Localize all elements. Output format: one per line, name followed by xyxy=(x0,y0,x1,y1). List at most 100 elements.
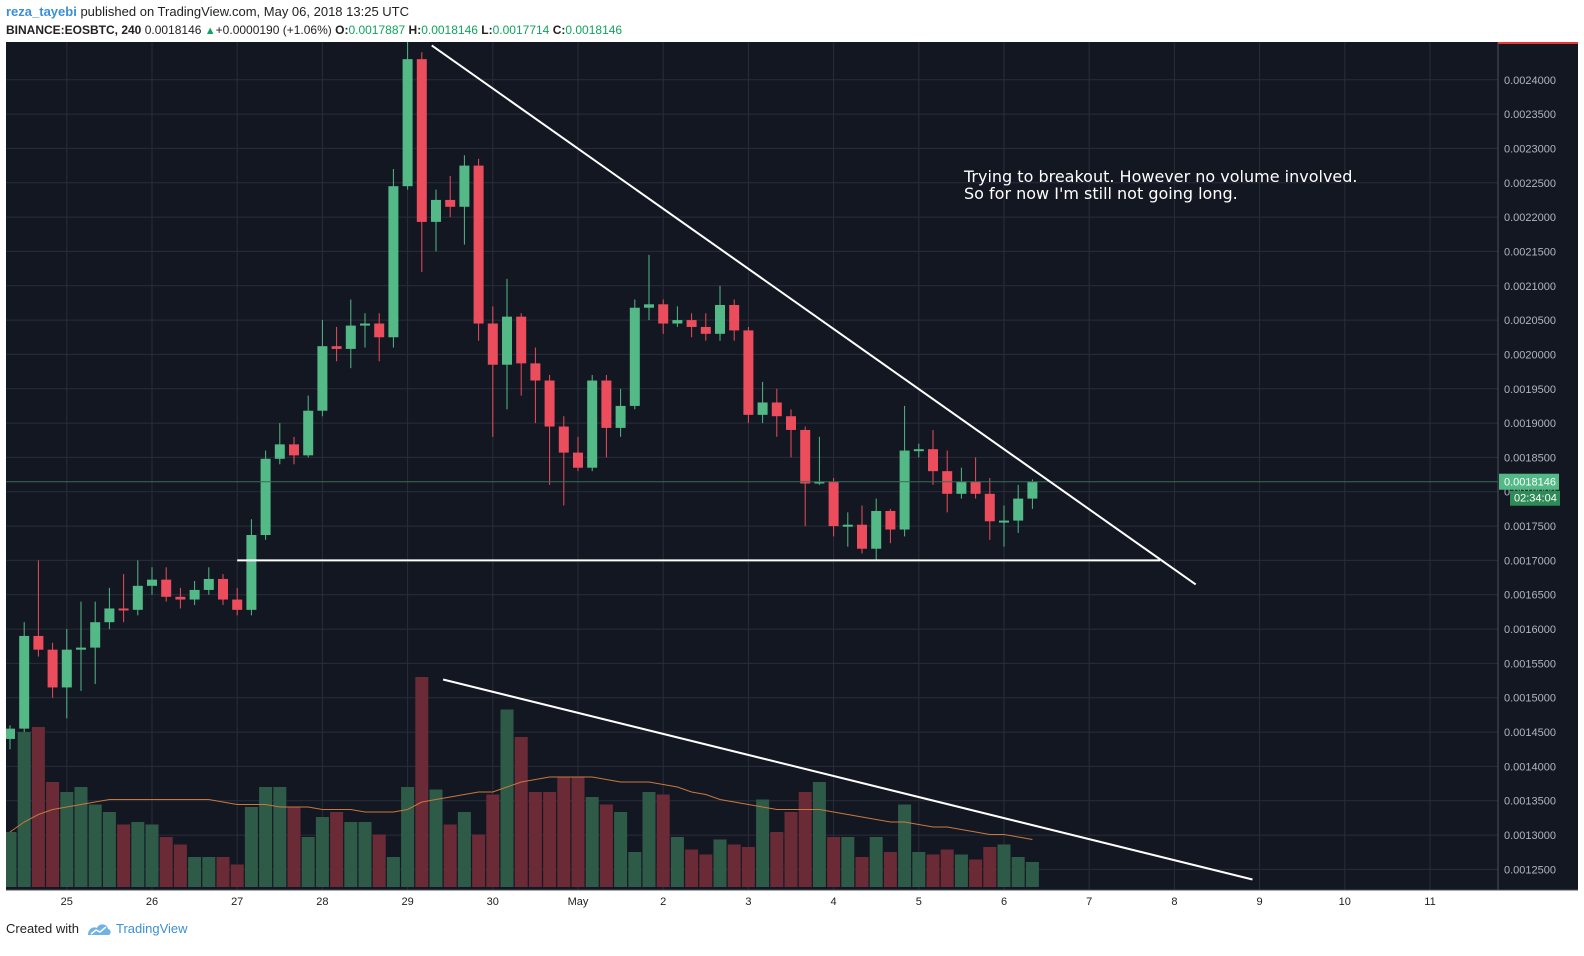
candle-down xyxy=(374,323,385,338)
candle-down xyxy=(928,449,938,472)
volume-bar xyxy=(17,732,31,887)
candle-up xyxy=(899,450,910,530)
candle-down xyxy=(573,452,583,468)
volume-bar xyxy=(244,807,258,887)
y-tick-label: 0.0016500 xyxy=(1504,590,1556,602)
countdown-tag xyxy=(1510,490,1560,506)
publish-line: reza_tayebi published on TradingView.com… xyxy=(6,4,409,19)
last-price-tag xyxy=(1499,473,1559,490)
x-tick-label: 2 xyxy=(660,896,666,908)
y-tick-label: 0.0020500 xyxy=(1504,315,1556,327)
volume-bar xyxy=(883,852,897,887)
volume-bar xyxy=(1025,862,1039,887)
open-value: 0.0017887 xyxy=(348,23,406,37)
candle-up xyxy=(19,635,30,729)
axes: 0.0012500 0.0013000 0.0013500 0.0014000 0.00… xyxy=(6,42,1578,912)
y-tick-label: 0.0021000 xyxy=(1504,281,1556,293)
tradingview-link[interactable]: TradingView xyxy=(116,921,188,936)
candle-down xyxy=(487,323,498,365)
candle-down xyxy=(558,426,569,453)
volume-bar xyxy=(741,847,755,887)
x-tick-label: 8 xyxy=(1171,896,1177,908)
volume-bar xyxy=(230,864,244,887)
volume-bar xyxy=(997,844,1011,887)
candle-up xyxy=(459,165,470,207)
annotation-line-1[interactable]: Trying to breakout. However no volume in… xyxy=(963,167,1358,186)
candle-up xyxy=(1027,481,1038,499)
x-tick-label: 9 xyxy=(1257,896,1263,908)
author-link[interactable]: reza_tayebi xyxy=(6,4,77,19)
x-tick-label: 6 xyxy=(1001,896,1007,908)
candle-down xyxy=(47,649,58,688)
volume-bar xyxy=(145,824,159,887)
tradingview-logo-icon xyxy=(86,920,112,941)
close-value: 0.0018146 xyxy=(565,23,623,37)
high-value: 0.0018146 xyxy=(421,23,478,37)
y-tick-label: 0.0020000 xyxy=(1504,349,1556,361)
volume-bar xyxy=(117,824,131,887)
annotation-line-2[interactable]: So for now I'm still not going long. xyxy=(964,184,1238,203)
volume-bar xyxy=(31,727,45,887)
up-arrow-icon: ▲ xyxy=(204,25,216,37)
volume-bar xyxy=(88,804,102,887)
volume-bar xyxy=(429,789,443,887)
candles xyxy=(6,42,1038,750)
candle-down xyxy=(516,316,527,364)
candle-down xyxy=(530,363,541,381)
low-label: L: xyxy=(481,23,493,37)
volume-bar xyxy=(344,822,358,887)
candle-down xyxy=(700,326,711,334)
low-value: 0.0017714 xyxy=(492,23,550,37)
open-label: O: xyxy=(335,23,349,37)
volume-bar xyxy=(131,822,145,887)
candle-down xyxy=(771,402,782,417)
chart-area[interactable]: 0.0012500 0.0013000 0.0013500 0.0014000 0.00… xyxy=(6,42,1578,912)
candle-down xyxy=(970,481,981,494)
candle-down xyxy=(473,165,484,324)
candle-up xyxy=(715,304,725,334)
y-tick-label: 0.0023500 xyxy=(1504,109,1556,121)
volume-bar xyxy=(330,812,344,887)
volume-bar xyxy=(756,799,770,887)
candle-down xyxy=(232,599,243,610)
candle-up xyxy=(615,405,626,428)
candle-up xyxy=(644,304,654,308)
candle-up xyxy=(871,510,882,549)
price-chart[interactable]: 0.0012500 0.0013000 0.0013500 0.0014000 0.00… xyxy=(6,42,1578,912)
y-tick-label: 0.0022000 xyxy=(1504,212,1556,224)
volume-bars xyxy=(6,677,1039,887)
volume-bar xyxy=(301,837,315,887)
candle-down xyxy=(828,481,839,527)
volume-trendline xyxy=(442,678,1253,881)
volume-bar xyxy=(798,792,812,887)
chart-header: reza_tayebi published on TradingView.com… xyxy=(6,2,1576,42)
candle-up xyxy=(360,323,370,326)
drawings[interactable] xyxy=(6,44,1498,881)
y-tick-label: 0.0022500 xyxy=(1504,178,1556,190)
candle-down xyxy=(743,330,754,415)
candle-up xyxy=(104,608,115,623)
candle-down xyxy=(544,380,555,427)
volume-bar xyxy=(699,854,713,887)
volume-bar xyxy=(954,854,968,887)
ohlc-legend: BINANCE:EOSBTC, 240 0.0018146 ▲+0.000019… xyxy=(6,23,622,37)
y-tick-label: 0.0015000 xyxy=(1504,693,1556,705)
candle-down xyxy=(942,471,953,494)
volume-bar xyxy=(159,837,173,887)
y-tick-label: 0.0021500 xyxy=(1504,246,1556,258)
volume-bar xyxy=(940,849,954,887)
x-tick-label: 26 xyxy=(146,896,158,908)
countdown-tag-text: 02:34:04 xyxy=(1514,493,1557,505)
volume-bar xyxy=(685,849,699,887)
volume-bar xyxy=(202,857,216,887)
x-tick-label: 10 xyxy=(1339,896,1351,908)
candle-up xyxy=(502,316,512,365)
x-tick-label: 5 xyxy=(916,896,922,908)
candle-up xyxy=(189,589,200,600)
volume-bar xyxy=(543,792,557,887)
volume-bar xyxy=(528,792,542,887)
candle-up xyxy=(956,481,967,494)
volume-bar xyxy=(386,857,400,887)
candle-up xyxy=(303,410,314,456)
candle-up xyxy=(246,535,257,610)
